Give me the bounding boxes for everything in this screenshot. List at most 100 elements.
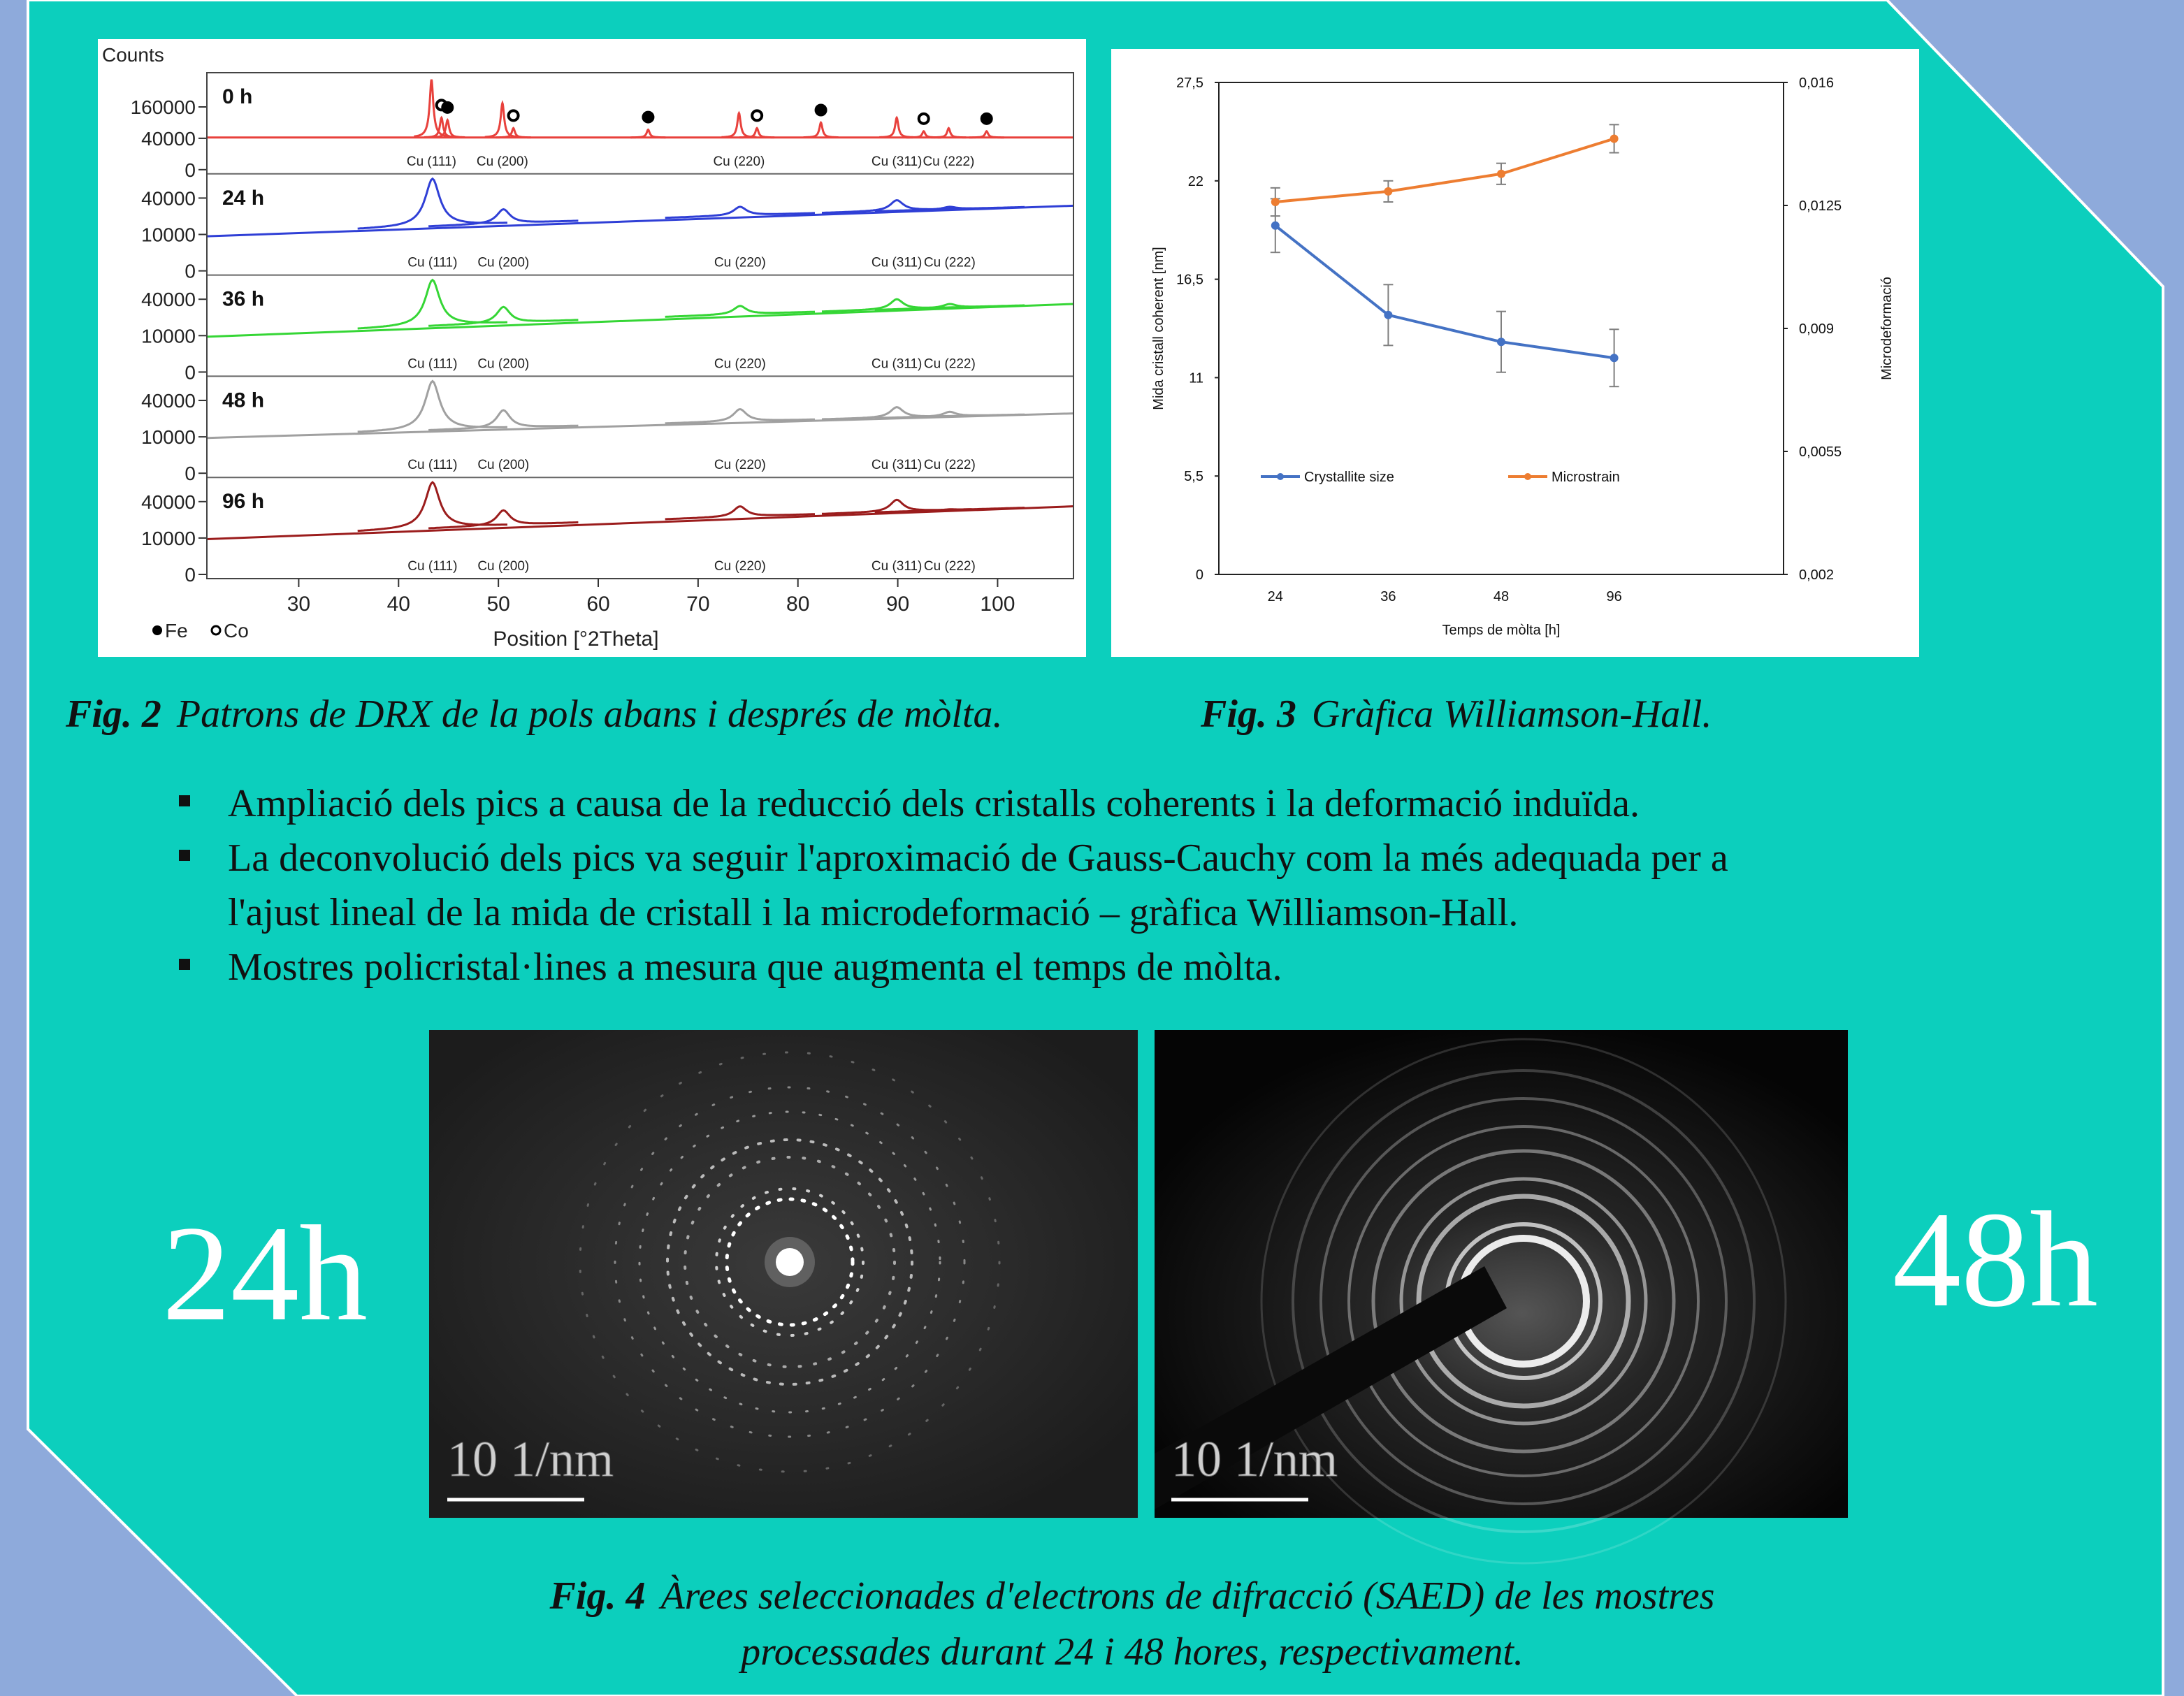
- panel-label: 36 h: [222, 288, 264, 311]
- x-tick-label: 50: [486, 593, 509, 616]
- peak-label: Cu (200): [477, 154, 528, 169]
- y-tick-label: 0: [185, 361, 196, 383]
- data-point: [1610, 134, 1619, 143]
- y2-axis-title: Microdeformació: [1879, 277, 1895, 380]
- y-axis-title: Counts: [102, 44, 164, 66]
- y-tick-label: 40000: [141, 187, 196, 209]
- caption-label: Fig. 3: [1200, 693, 1296, 736]
- panel-label: 24 h: [222, 187, 264, 210]
- y-tick-label: 0: [185, 261, 196, 282]
- y-tick-label: 10000: [141, 224, 196, 246]
- x-axis-title: Temps de mòlta [h]: [1442, 623, 1561, 638]
- y-tick-label: 16,5: [1176, 273, 1203, 288]
- peak-label: Cu (111): [407, 256, 457, 270]
- y2-tick-label: 0,002: [1799, 567, 1834, 583]
- data-point: [1497, 338, 1505, 346]
- y-tick-label: 22: [1188, 174, 1203, 189]
- data-point: [1384, 187, 1392, 196]
- peak-label: Cu (311): [872, 559, 923, 574]
- x-tick-label: 90: [886, 593, 909, 616]
- peak-label: Cu (220): [713, 154, 765, 169]
- phase-marker: [816, 105, 826, 115]
- y-tick-label: 5,5: [1184, 469, 1203, 484]
- bullet-text: Ampliació dels pics a causa de la reducc…: [228, 782, 1640, 825]
- y-tick-label: 27,5: [1176, 75, 1203, 91]
- data-point: [1384, 311, 1392, 319]
- y-tick-label: 0: [185, 564, 196, 586]
- y-tick-label: 40000: [141, 491, 196, 513]
- peak-label: Cu (111): [407, 356, 457, 371]
- peak-label: Cu (200): [477, 356, 529, 371]
- legend-marker: [1524, 473, 1531, 480]
- peak-label: Cu (200): [477, 458, 529, 472]
- y-tick-label: 0: [1196, 567, 1203, 583]
- panel-label: 0 h: [222, 85, 252, 108]
- peak-label: Cu (311): [872, 356, 923, 371]
- peak-label: Cu (200): [477, 256, 529, 270]
- y-tick-label: 40000: [141, 289, 196, 310]
- peak-label: Cu (200): [477, 559, 529, 574]
- phase-marker: [919, 114, 929, 124]
- y-tick-label: 40000: [141, 390, 196, 412]
- data-point: [1271, 222, 1280, 230]
- peak-label: Cu (311): [872, 458, 923, 472]
- y-axis-title: Mida cristall coherent [nm]: [1151, 247, 1166, 409]
- sample-label: 24h: [162, 1198, 368, 1349]
- legend-marker: [152, 625, 162, 635]
- poster: Counts0400001600000 hCu (111)Cu (200)Cu …: [0, 0, 2184, 1696]
- phase-marker: [643, 113, 653, 122]
- sample-label: 48h: [1893, 1184, 2098, 1335]
- data-point: [1610, 354, 1619, 362]
- legend-label: Co: [224, 620, 249, 642]
- figure-caption: processades durant 24 i 48 hores, respec…: [738, 1630, 1524, 1674]
- y2-tick-label: 0,016: [1799, 75, 1834, 91]
- peak-label: Cu (311): [872, 154, 923, 169]
- y-tick-label: 10000: [141, 325, 196, 347]
- panel-label: 48 h: [222, 389, 264, 412]
- bullet-marker: [179, 959, 190, 970]
- data-point: [1271, 198, 1280, 206]
- central-spot: [776, 1248, 804, 1276]
- peak-label: Cu (111): [407, 559, 457, 574]
- data-point: [1497, 170, 1505, 178]
- scale-bar-label: 10 1/nm: [1171, 1431, 1338, 1487]
- x-tick-label: 48: [1494, 589, 1509, 604]
- bullet-marker: [179, 850, 190, 861]
- x-tick-label: 80: [786, 593, 809, 616]
- caption-label: Fig. 4: [549, 1574, 646, 1618]
- peak-label: Cu (111): [407, 458, 457, 472]
- bullet-text: l'ajust lineal de la mida de cristall i …: [228, 891, 1518, 934]
- y2-tick-label: 0,0125: [1799, 198, 1842, 214]
- legend-label: Crystallite size: [1304, 470, 1394, 485]
- y-tick-label: 0: [185, 463, 196, 484]
- peak-label: Cu (222): [924, 559, 976, 574]
- x-tick-label: 40: [387, 593, 410, 616]
- x-tick-label: 100: [980, 593, 1015, 616]
- y2-tick-label: 0,009: [1799, 321, 1834, 337]
- x-tick-label: 96: [1606, 589, 1621, 604]
- legend-label: Microstrain: [1552, 470, 1620, 485]
- peak-label: Cu (220): [714, 256, 766, 270]
- peak-label: Cu (220): [714, 356, 766, 371]
- phase-marker: [982, 114, 992, 124]
- peak-label: Cu (222): [923, 154, 974, 169]
- panel-label: 96 h: [222, 490, 264, 513]
- caption-label: Fig. 2: [65, 693, 161, 736]
- bullet-text: Mostres policristal·lines a mesura que a…: [228, 945, 1282, 989]
- bullet-marker: [179, 795, 190, 806]
- x-tick-label: 36: [1380, 589, 1396, 604]
- peak-label: Cu (222): [924, 458, 976, 472]
- y-tick-label: 0: [185, 159, 196, 181]
- peak-label: Cu (220): [714, 458, 766, 472]
- y-tick-label: 160000: [131, 96, 196, 118]
- phase-marker: [442, 103, 452, 113]
- y2-tick-label: 0,0055: [1799, 444, 1842, 460]
- x-tick-label: 24: [1268, 589, 1283, 604]
- scale-bar-label: 10 1/nm: [447, 1431, 614, 1487]
- x-axis-title: Position [°2Theta]: [493, 628, 658, 651]
- legend-label: Fe: [165, 620, 188, 642]
- phase-marker: [752, 110, 762, 120]
